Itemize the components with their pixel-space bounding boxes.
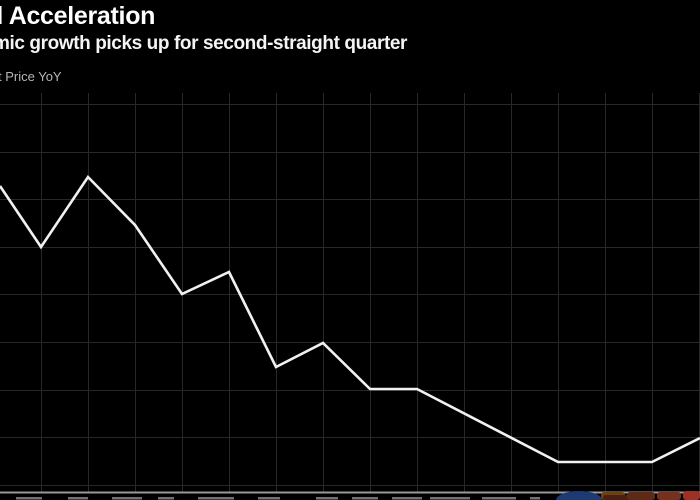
axis-tick-label-fragment [68,497,88,500]
axis-tick-label-fragment [530,497,540,500]
axis-tick-label-fragment [158,497,174,500]
axis-tick-label-fragment [352,497,378,500]
axis-tick-label-fragment [198,497,234,500]
axis-tick-label-fragment [430,497,470,500]
axis-tick-label-fragment [392,497,422,500]
chart-subtitle: mic growth picks up for second-straight … [0,33,408,54]
axis-tick-label-fragment [316,497,338,500]
series-line [0,174,700,464]
axis-tick-label-fragment [16,497,42,500]
axis-tick-label-fragment [258,497,280,500]
blue-blob [556,491,602,500]
series-legend-label: t Price YoY [0,69,62,84]
axis-tick-label-fragment [112,497,142,500]
chart-title: d Acceleration [0,2,156,30]
bright-red-blob [683,491,700,500]
red-blob [657,492,681,500]
red-brown-blob [627,492,655,500]
axis-tick-label-fragment [482,497,516,500]
